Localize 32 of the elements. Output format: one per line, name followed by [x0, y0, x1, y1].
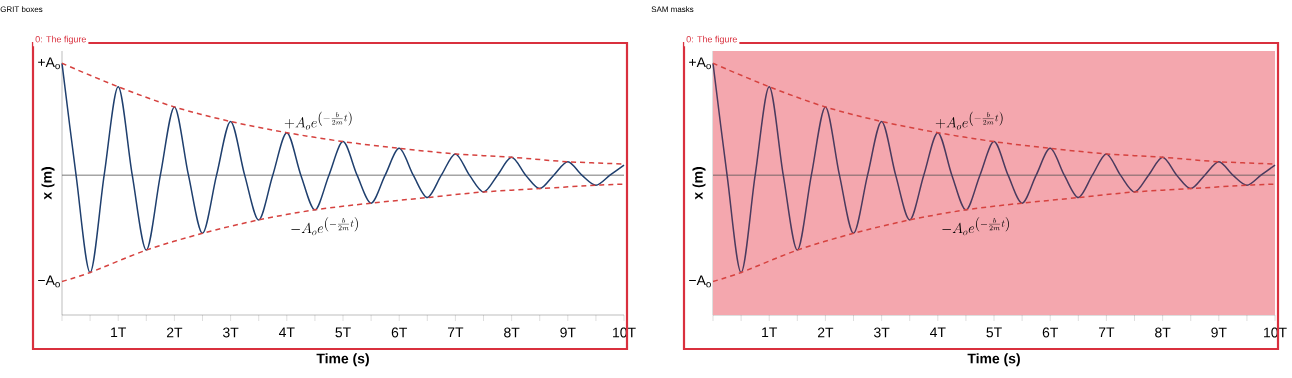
x-tick-label: 3T [223, 327, 239, 338]
annotation: +A$_{o}$ [689, 57, 711, 70]
x-tick-label: 9T [1211, 327, 1227, 338]
x-axis-title: Time (s) [316, 353, 369, 367]
annotation: $+A_o e^{\left(-\frac{b}{2m}t\right)}$ [935, 111, 1003, 130]
x-tick-label: 9T [560, 327, 576, 338]
x-tick-label: 2T [166, 327, 183, 338]
x-tick-label: 1T [762, 327, 778, 338]
annotation: $+A_o e^{\left(-\frac{b}{2m}t\right)}$ [284, 111, 352, 130]
y-axis-title: x (m) [692, 167, 706, 200]
annotation: $-A_o e^{\left(-\frac{b}{2m}t\right)}$ [291, 217, 358, 236]
annotation: −A$_{o}$ [689, 275, 711, 288]
x-tick-label: 7T [1099, 327, 1115, 338]
x-tick-label: 5T [986, 327, 1002, 338]
x-tick-label: 4T [278, 327, 295, 338]
x-tick-label: 5T [335, 327, 351, 338]
text: 0: The figure [686, 35, 737, 45]
x-tick-label: 4T [929, 327, 946, 338]
x-tick-label: 6T [391, 327, 408, 338]
x-tick-label: 6T [1042, 327, 1059, 338]
annotation: −A$_{o}$ [38, 275, 60, 288]
x-tick-label: 8T [1155, 327, 1171, 338]
annotation: $-A_o e^{\left(-\frac{b}{2m}t\right)}$ [942, 217, 1009, 236]
x-tick-label: 1T [111, 327, 127, 338]
annotation: +A$_{o}$ [38, 57, 60, 70]
x-axis-title: Time (s) [967, 353, 1020, 367]
x-tick-label: 3T [874, 327, 890, 338]
x-tick-label: 7T [447, 327, 464, 338]
text: 0: The figure [35, 35, 86, 45]
x-tick-label: 8T [504, 327, 520, 338]
x-tick-label: 2T [817, 327, 834, 338]
y-axis-title: x (m) [41, 167, 55, 200]
